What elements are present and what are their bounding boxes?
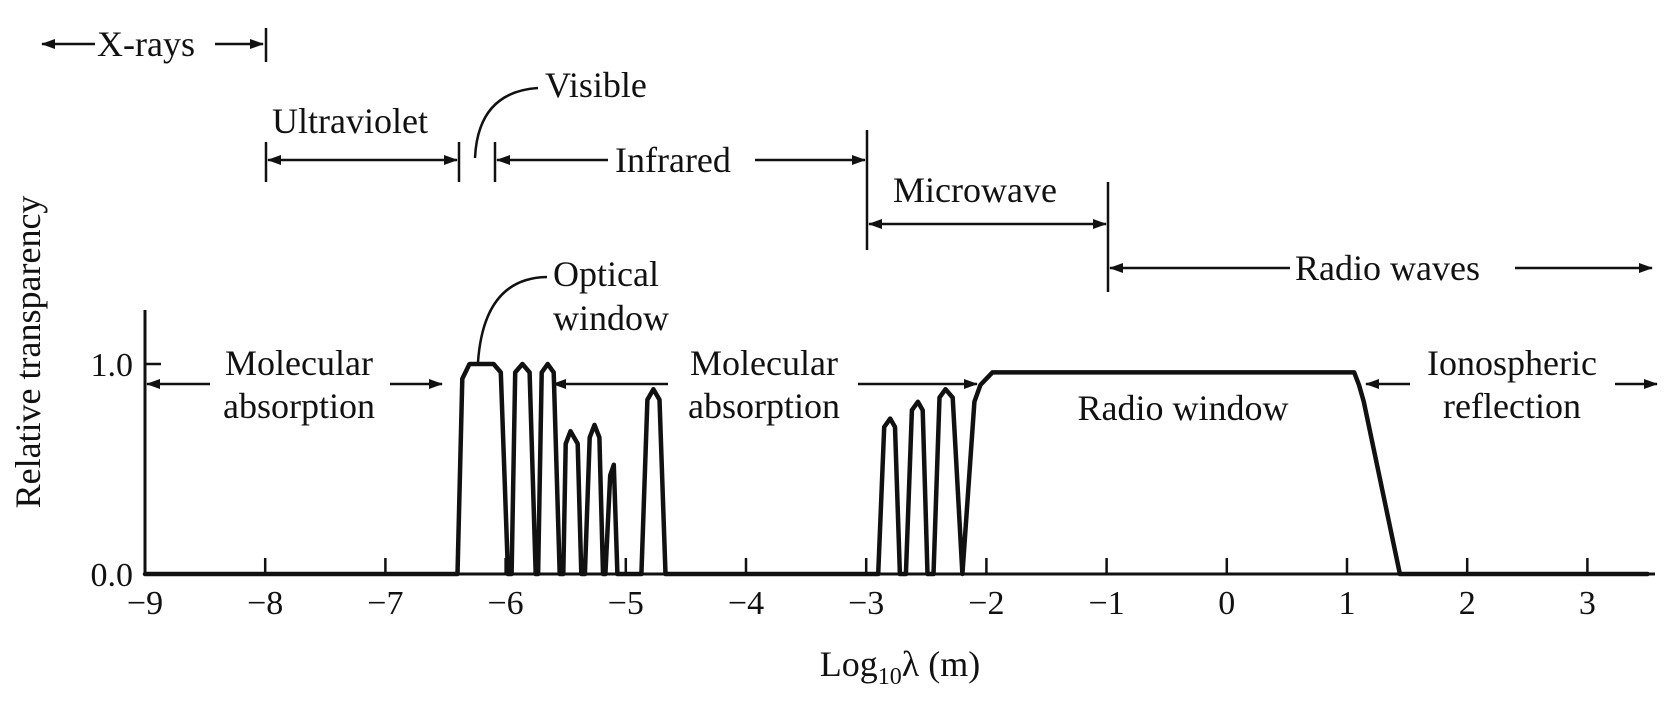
molecular-absorption-2-line2: absorption: [688, 386, 840, 426]
x-axis-title-rest: λ (m): [902, 644, 980, 684]
y-tick-label: 1.0: [91, 347, 134, 384]
x-tick-label: −6: [488, 585, 524, 622]
x-tick-label: −4: [728, 585, 764, 622]
x-tick-label: 0: [1218, 585, 1235, 622]
x-tick-label: −5: [608, 585, 644, 622]
y-tick-label: 0.0: [91, 557, 134, 594]
optical-window-line1: Optical: [553, 254, 659, 294]
x-axis-title: Log10λ (m): [820, 644, 980, 690]
x-tick-label: 1: [1339, 585, 1356, 622]
x-tick-label: −2: [968, 585, 1004, 622]
band-label-xrays: X-rays: [97, 24, 195, 64]
optical-window-line2: window: [553, 298, 669, 338]
x-tick-label: −7: [367, 585, 403, 622]
band-label-ultraviolet: Ultraviolet: [272, 101, 428, 141]
region-annotations: Molecular absorption Molecular absorptio…: [146, 254, 1658, 428]
molecular-absorption-1-line2: absorption: [223, 386, 375, 426]
molecular-absorption-1-line1: Molecular: [225, 343, 373, 383]
x-tick-label: −1: [1089, 585, 1125, 622]
ionospheric-reflection-line2: reflection: [1443, 386, 1581, 426]
band-label-infrared: Infrared: [615, 140, 731, 180]
optical-window-leader-line: [476, 275, 548, 363]
radio-window-label: Radio window: [1078, 388, 1289, 428]
series-line: [142, 361, 1650, 577]
x-tick-label: −9: [127, 585, 163, 622]
y-axis-title: Relative transparency: [8, 196, 48, 509]
y-ticks: 0.0 1.0: [91, 347, 161, 594]
molecular-absorption-2-line1: Molecular: [690, 343, 838, 383]
x-tick-label: 2: [1459, 585, 1476, 622]
x-tick-label: 3: [1579, 585, 1596, 622]
x-axis-title-log: Log: [820, 644, 878, 684]
x-tick-label: −3: [848, 585, 884, 622]
x-tick-label: −8: [247, 585, 283, 622]
visible-leader-line: [473, 86, 539, 159]
band-label-radio-waves: Radio waves: [1295, 248, 1480, 288]
x-axis-title-subscript: 10: [878, 664, 902, 690]
x-ticks: −9 −8 −7 −6 −5 −4 −3 −2 −1 0 1 2 3: [127, 558, 1596, 622]
ionospheric-reflection-line1: Ionospheric: [1427, 343, 1597, 383]
band-annotations: X-rays Ultraviolet Visible Infrared Micr…: [41, 24, 1653, 292]
band-label-visible: Visible: [545, 65, 647, 105]
band-label-microwave: Microwave: [893, 170, 1057, 210]
